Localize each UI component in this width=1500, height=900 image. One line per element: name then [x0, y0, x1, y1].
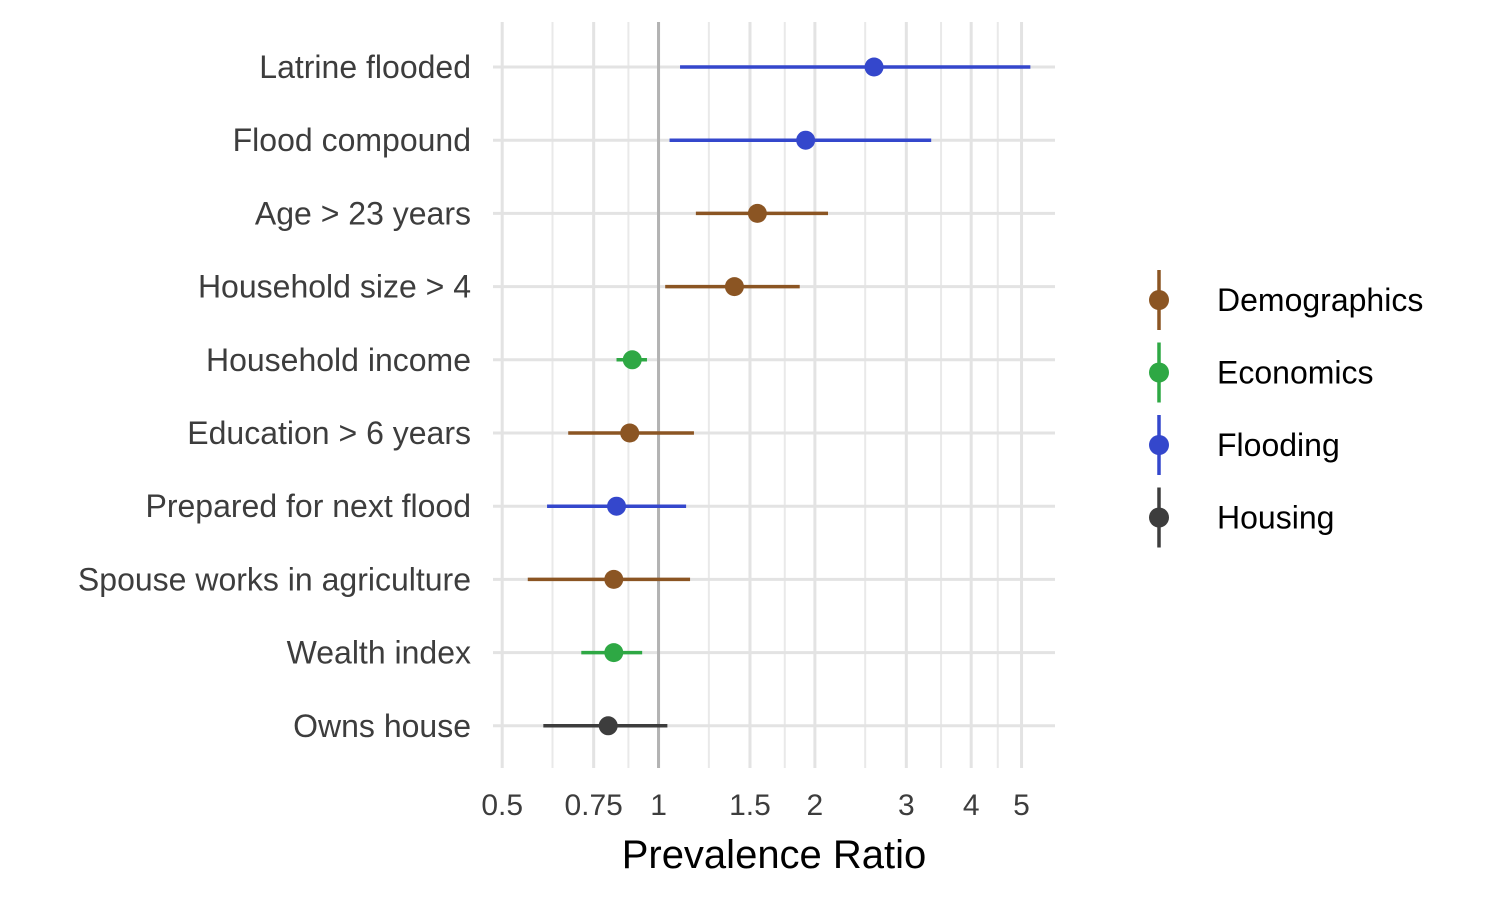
estimate-point — [604, 569, 624, 589]
y-tick-label: Age > 23 years — [255, 195, 471, 231]
y-tick-label: Flood compound — [233, 122, 471, 158]
x-tick-label: 1.5 — [729, 789, 771, 822]
y-tick-label: Prepared for next flood — [145, 488, 471, 524]
y-tick-label: Household income — [206, 342, 471, 378]
estimate-point — [622, 350, 642, 370]
legend-label: Demographics — [1217, 282, 1423, 318]
x-tick-label: 3 — [898, 789, 915, 822]
estimate-point — [620, 423, 640, 443]
x-tick-label: 2 — [807, 789, 824, 822]
legend-key-point — [1149, 435, 1169, 455]
data-marks — [527, 57, 1031, 736]
x-tick-label: 5 — [1013, 789, 1030, 822]
estimate-point — [724, 277, 744, 297]
estimate-point — [864, 57, 884, 77]
legend-key-point — [1149, 507, 1169, 528]
legend-label: Economics — [1217, 355, 1374, 391]
x-axis-title: Prevalence Ratio — [622, 833, 927, 877]
x-tick-label: 0.75 — [564, 789, 622, 822]
estimate-point — [604, 643, 624, 663]
y-tick-label: Latrine flooded — [259, 49, 471, 85]
x-tick-label: 0.5 — [481, 789, 523, 822]
y-tick-label: Owns house — [293, 708, 471, 744]
x-tick-label: 1 — [650, 789, 667, 822]
legend-key-point — [1149, 290, 1169, 310]
x-tick-label: 4 — [963, 789, 980, 822]
estimate-point — [796, 130, 816, 150]
y-axis-labels: Latrine flooded Flood compound Age > 23 ye… — [78, 49, 471, 744]
legend-label: Flooding — [1217, 427, 1340, 463]
estimate-point — [598, 716, 618, 736]
grid-lines — [493, 22, 1055, 768]
y-tick-label: Education > 6 years — [187, 415, 471, 451]
estimate-point — [747, 203, 767, 223]
estimate-point — [607, 496, 627, 516]
legend-key-point — [1149, 362, 1169, 383]
y-tick-label: Household size > 4 — [198, 269, 471, 305]
y-tick-label: Spouse works in agriculture — [78, 561, 471, 597]
y-tick-label: Wealth index — [287, 635, 471, 671]
x-axis: 0.5 0.75 1 1.5 2 3 4 5 — [481, 789, 1030, 822]
legend-label: Housing — [1217, 500, 1334, 536]
legend: Demographics Economics Flooding Housing — [1149, 270, 1423, 548]
